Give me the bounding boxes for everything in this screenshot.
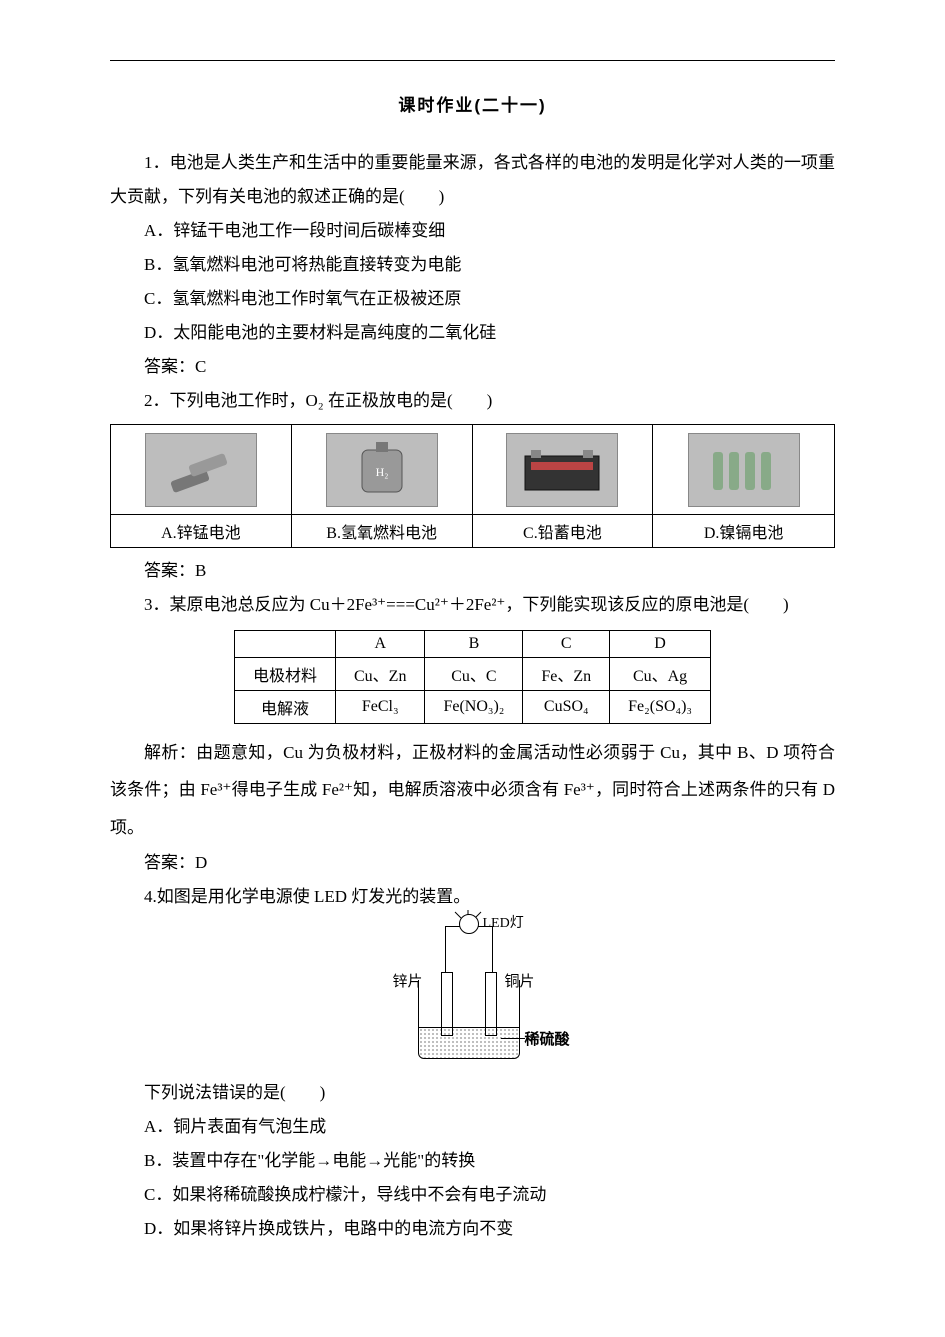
q2-answer: 答案：B [110, 554, 835, 588]
q1-opt-b: B．氢氧燃料电池可将热能直接转变为电能 [110, 248, 835, 282]
q2-img-b: H₂ [292, 425, 472, 515]
q3-answer: 答案：D [110, 846, 835, 880]
q4-substem: 下列说法错误的是( ) [110, 1076, 835, 1110]
q2-cell-b: H₂ B.氢氧燃料电池 [292, 425, 473, 547]
q2-cell-c: C.铅蓄电池 [473, 425, 654, 547]
q4-opt-b: B．装置中存在"化学能→电能→光能"的转换 [110, 1144, 835, 1178]
q2-label-d: D.镍镉电池 [704, 515, 784, 547]
q1-answer: 答案：C [110, 350, 835, 384]
q3-r0c4: Cu、Ag [610, 658, 711, 691]
q3-h4: D [610, 631, 711, 658]
q2-img-a [111, 425, 291, 515]
q1-stem: 1．电池是人类生产和生活中的重要能量来源，各式各样的电池的发明是化学对人类的一项… [110, 146, 835, 214]
fuel-cell-icon: H₂ [326, 433, 438, 507]
q2-label-a: A.锌锰电池 [161, 515, 241, 547]
q3-r1c1: FeCl₃ [336, 691, 425, 724]
worksheet-title: 课时作业(二十一) [110, 91, 835, 116]
q4-diagram: LED灯 锌片 铜片 稀硫酸 [363, 920, 583, 1070]
dilute-acid-icon [419, 1027, 519, 1058]
lead-acid-battery-icon [506, 433, 618, 507]
q3-r0c1: Cu、Zn [336, 658, 425, 691]
q2-stem: 2．下列电池工作时，O₂ 在正极放电的是( ) [110, 384, 835, 418]
q4-opt-a: A．铜片表面有气泡生成 [110, 1110, 835, 1144]
led-icon [459, 914, 479, 934]
q2-cell-a: A.锌锰电池 [111, 425, 292, 547]
page: 课时作业(二十一) 1．电池是人类生产和生活中的重要能量来源，各式各样的电池的发… [0, 0, 945, 1306]
nicd-battery-icon [688, 433, 800, 507]
q3-r1c2: Fe(NO₃)₂ [425, 691, 523, 724]
q4-opt-d: D．如果将锌片换成铁片，电路中的电流方向不变 [110, 1212, 835, 1246]
q3-table-header-row: A B C D [234, 631, 710, 658]
q3-table-row: 电极材料 Cu、Zn Cu、C Fe、Zn Cu、Ag [234, 658, 710, 691]
q3-table: A B C D 电极材料 Cu、Zn Cu、C Fe、Zn Cu、Ag 电解液 … [234, 630, 711, 724]
zinc-mn-battery-icon [145, 433, 257, 507]
q2-label-c: C.铅蓄电池 [523, 515, 602, 547]
q2-label-b: B.氢氧燃料电池 [326, 515, 437, 547]
q3-h0 [234, 631, 335, 658]
q2-img-c [473, 425, 653, 515]
q3-r0c0: 电极材料 [234, 658, 335, 691]
q2-cell-d: D.镍镉电池 [653, 425, 834, 547]
svg-text:H₂: H₂ [375, 465, 388, 479]
q1-opt-c: C．氢氧燃料电池工作时氧气在正极被还原 [110, 282, 835, 316]
q3-table-row: 电解液 FeCl₃ Fe(NO₃)₂ CuSO₄ Fe₂(SO₄)₃ [234, 691, 710, 724]
q3-h3: C [523, 631, 610, 658]
q3-r1c3: CuSO₄ [523, 691, 610, 724]
beaker-icon [418, 980, 520, 1059]
q3-r0c2: Cu、C [425, 658, 523, 691]
q3-r1c4: Fe₂(SO₄)₃ [610, 691, 711, 724]
top-rule [110, 60, 835, 61]
label-acid: 稀硫酸 [525, 1028, 570, 1049]
q4-opt-c: C．如果将稀硫酸换成柠檬汁，导线中不会有电子流动 [110, 1178, 835, 1212]
q3-analysis: 解析：由题意知，Cu 为负极材料，正极材料的金属活动性必须弱于 Cu，其中 B、… [110, 734, 835, 846]
q1-opt-a: A．锌锰干电池工作一段时间后碳棒变细 [110, 214, 835, 248]
q3-r1c0: 电解液 [234, 691, 335, 724]
q2-battery-grid: A.锌锰电池 H₂ B.氢氧燃料电池 [110, 424, 835, 548]
q3-h2: B [425, 631, 523, 658]
q3-r0c3: Fe、Zn [523, 658, 610, 691]
q1-opt-d: D．太阳能电池的主要材料是高纯度的二氧化硅 [110, 316, 835, 350]
q3-h1: A [336, 631, 425, 658]
q2-img-d [653, 425, 834, 515]
q4-stem: 4.如图是用化学电源使 LED 灯发光的装置。 [110, 880, 835, 914]
q3-stem: 3．某原电池总反应为 Cu＋2Fe³⁺===Cu²⁺＋2Fe²⁺，下列能实现该反… [110, 588, 835, 622]
arrow-icon [501, 1038, 525, 1039]
